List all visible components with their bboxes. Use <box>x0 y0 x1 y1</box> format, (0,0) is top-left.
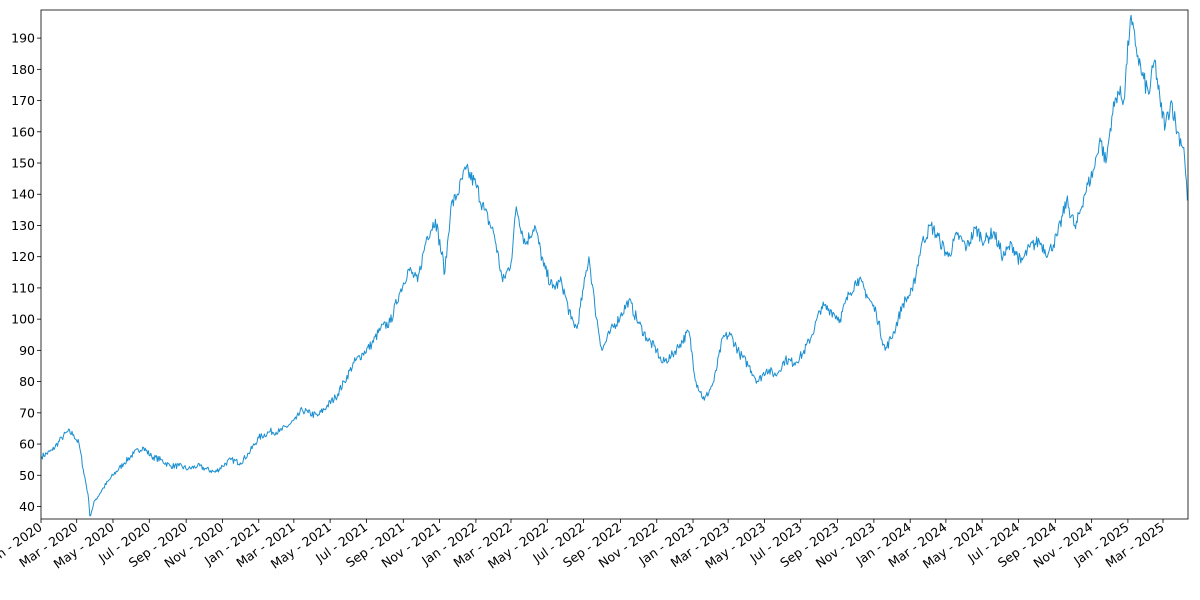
plot-frame <box>40 9 1189 520</box>
series-line <box>41 14 1188 517</box>
y-tick-label: 110 <box>11 280 35 295</box>
y-tick-label: 60 <box>19 437 35 452</box>
y-tick-label: 160 <box>11 124 35 139</box>
y-tick-label: 150 <box>11 156 35 171</box>
y-tick-label: 70 <box>19 405 35 420</box>
y-tick-label: 100 <box>11 312 35 327</box>
y-tick-label: 130 <box>11 218 35 233</box>
y-axis: 40 50 60 70 80 90 100 110 120 130 140 150 160 170 180 1… <box>11 31 41 514</box>
y-tick-label: 40 <box>19 499 35 514</box>
y-tick-label: 180 <box>11 62 35 77</box>
y-tick-label: 120 <box>11 249 35 264</box>
y-tick-label: 50 <box>19 468 35 483</box>
y-tick-label: 140 <box>11 187 35 202</box>
y-tick-label: 80 <box>19 374 35 389</box>
y-tick-label: 170 <box>11 93 35 108</box>
y-tick-label: 190 <box>11 31 35 46</box>
y-tick-label: 90 <box>19 343 35 358</box>
